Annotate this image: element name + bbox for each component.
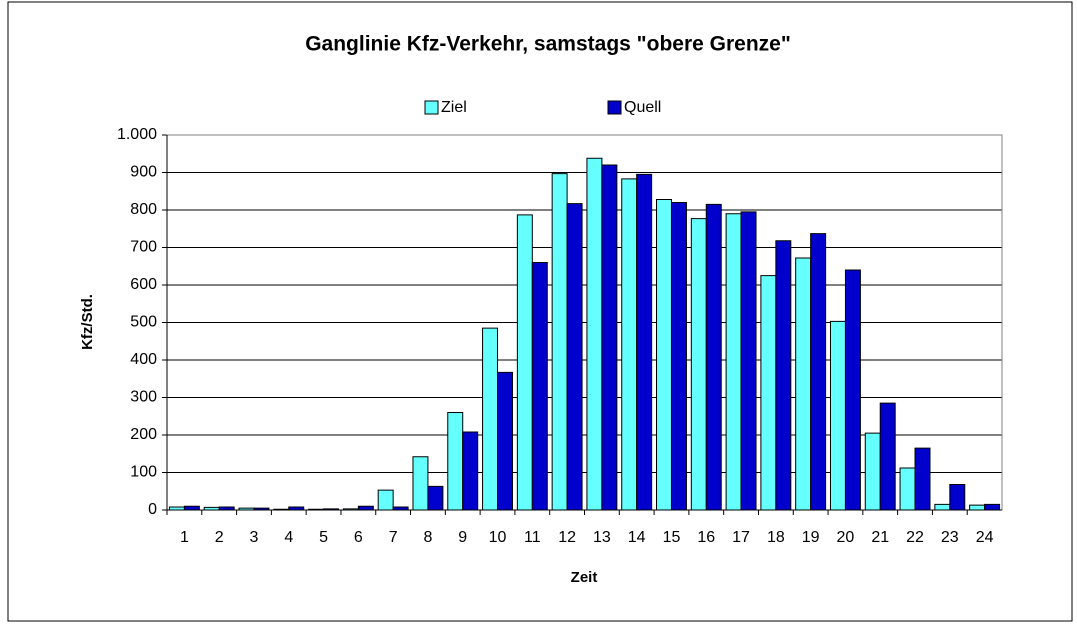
y-tick-label: 700 [130, 239, 157, 256]
bar [725, 213, 742, 511]
bar [705, 203, 722, 511]
bar [670, 202, 687, 511]
x-tick-label: 11 [524, 529, 541, 546]
bar [864, 432, 881, 511]
x-tick-label: 22 [906, 529, 924, 546]
bar [516, 214, 533, 511]
x-tick-label: 15 [663, 529, 681, 546]
chart-title: Ganglinie Kfz-Verkehr, samstags "obere G… [305, 33, 791, 56]
y-tick-label: 800 [130, 201, 157, 218]
x-tick-label: 2 [215, 529, 224, 546]
x-tick-label: 6 [354, 529, 363, 546]
bar [482, 327, 499, 511]
bar [447, 412, 464, 511]
x-tick-label: 7 [389, 529, 398, 546]
x-tick-label: 18 [767, 529, 785, 546]
y-tick-label: 900 [130, 164, 157, 181]
bar [775, 240, 792, 511]
bar [740, 211, 757, 511]
y-tick-label: 200 [130, 426, 157, 443]
bar [183, 505, 200, 511]
x-tick-label: 14 [628, 529, 646, 546]
bar [795, 257, 812, 511]
bar [586, 157, 603, 511]
bar [427, 485, 444, 511]
y-tick-label: 500 [130, 314, 157, 331]
y-tick-label: 100 [130, 464, 157, 481]
bar [621, 178, 638, 511]
y-axis-title: Kfz/Std. [79, 294, 96, 350]
y-tick-label: 600 [130, 276, 157, 293]
bar [984, 503, 1001, 511]
legend-swatch [424, 100, 439, 115]
x-tick-label: 17 [732, 529, 750, 546]
bar [760, 275, 777, 511]
legend-label: Quell [624, 99, 661, 116]
bar [412, 456, 429, 511]
x-tick-label: 20 [837, 529, 855, 546]
bar [844, 269, 861, 511]
y-tick-label: 300 [130, 389, 157, 406]
bar [879, 402, 896, 511]
bar [357, 505, 374, 511]
x-tick-label: 13 [593, 529, 611, 546]
bar [690, 218, 707, 511]
bar [656, 199, 672, 511]
bar [914, 447, 931, 511]
bar [566, 203, 583, 511]
x-tick-label: 3 [250, 529, 259, 546]
bar [636, 173, 653, 511]
bar [934, 503, 951, 511]
x-tick-label: 4 [284, 529, 293, 546]
y-tick-label: 0 [148, 501, 157, 518]
y-tick-label: 400 [130, 351, 157, 368]
x-tick-label: 19 [802, 529, 820, 546]
x-tick-label: 24 [976, 529, 994, 546]
bar [551, 173, 568, 511]
bar [949, 484, 966, 511]
x-tick-label: 10 [489, 529, 507, 546]
bar [462, 431, 479, 511]
x-tick-label: 16 [697, 529, 715, 546]
x-axis-title: Zeit [571, 569, 598, 586]
bar [899, 467, 916, 511]
y-tick-label: 1.000 [117, 126, 157, 143]
bar [810, 233, 827, 511]
x-tick-label: 5 [319, 529, 328, 546]
x-tick-label: 12 [558, 529, 576, 546]
bar [969, 504, 986, 511]
x-tick-label: 8 [423, 529, 432, 546]
legend-label: Ziel [441, 99, 467, 116]
bar [601, 164, 618, 511]
x-tick-label: 9 [458, 529, 467, 546]
bar [531, 262, 548, 511]
x-tick-label: 21 [871, 529, 889, 546]
x-tick-label: 1 [180, 529, 189, 546]
bar [497, 371, 513, 511]
legend-swatch [607, 100, 622, 115]
bar [829, 320, 846, 511]
bar [377, 489, 394, 511]
x-tick-label: 23 [941, 529, 959, 546]
